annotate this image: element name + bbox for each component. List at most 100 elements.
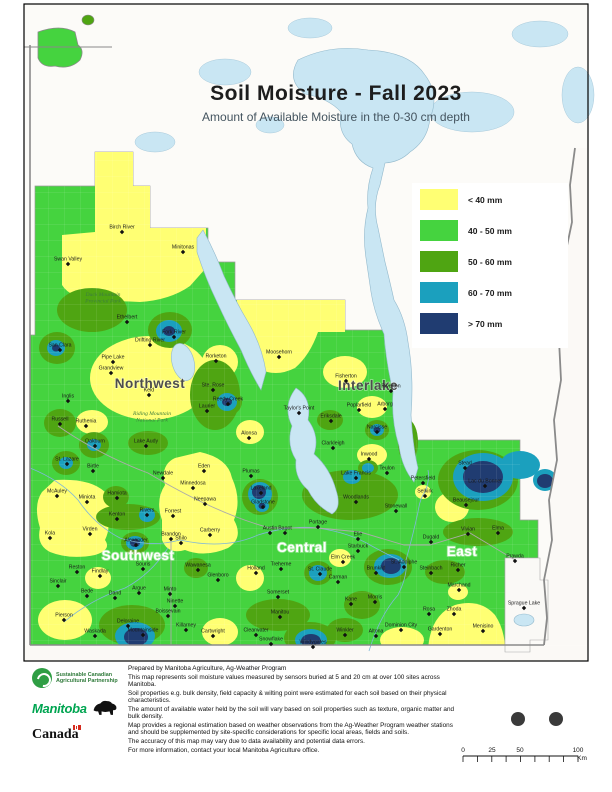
legend: < 40 mm 40 - 50 mm 50 - 60 mm 60 - 70 mm > 7… — [412, 183, 568, 348]
station: Brandon — [161, 532, 181, 542]
station: Fisherton — [335, 374, 357, 384]
station: Swan Valley — [54, 257, 83, 267]
scap-line2: Agricultural Partnership — [56, 678, 118, 684]
station: Clearwater — [243, 628, 269, 638]
station-label: Richer — [451, 563, 466, 569]
station-dot — [393, 508, 399, 514]
station-dot — [340, 559, 346, 565]
station: Inglis — [62, 394, 74, 404]
legend-item: 60 - 70 mm — [420, 282, 568, 303]
station-dot — [275, 594, 281, 600]
park-label: National Park — [135, 417, 168, 423]
station-dot — [315, 524, 321, 530]
station-dot — [90, 468, 96, 474]
station-dot — [480, 628, 486, 634]
station: Neepawa — [194, 497, 216, 507]
page-title: Soil Moisture - Fall 2023 — [210, 82, 462, 105]
station: Vivian — [461, 527, 475, 537]
station-label: Glenboro — [207, 573, 228, 579]
station-label: Forrest — [165, 509, 182, 515]
station-dot — [97, 573, 103, 579]
station: Holland — [247, 566, 265, 576]
station-label: Austin — [263, 526, 278, 532]
station-label: Bede — [81, 589, 93, 595]
legend-item: > 70 mm — [420, 313, 568, 334]
station: Kenton — [109, 512, 125, 522]
manitoba-logo: Manitoba — [32, 700, 128, 716]
station-label: McAuley — [47, 489, 67, 495]
station-label: Clarkleigh — [321, 441, 344, 447]
region-label-east: East — [447, 544, 478, 559]
station-dot — [168, 536, 174, 542]
station-dot — [384, 470, 390, 476]
station-dot — [342, 632, 348, 638]
station: Carman — [329, 575, 347, 585]
station: St. Lazare — [55, 457, 79, 467]
station-label: Brunkild — [367, 566, 386, 572]
station-dot — [277, 614, 283, 620]
dauphin-lake — [170, 343, 196, 381]
station: Dand — [109, 591, 121, 601]
station: Grandview — [99, 366, 124, 376]
station: Cartwright — [201, 629, 225, 639]
station-label: Windygates — [299, 640, 327, 646]
station: Mountainside — [128, 628, 159, 638]
station-dot — [165, 613, 171, 619]
station-label: Argue — [132, 586, 146, 592]
station-dot — [114, 495, 120, 501]
lake-winnipegosis — [196, 229, 267, 391]
station-label: Swan Valley — [54, 257, 83, 263]
station-label: Alexander — [124, 538, 148, 544]
station: Menisino — [473, 624, 493, 634]
station-dot — [512, 558, 518, 564]
station-label: Grandview — [99, 366, 124, 372]
station-dot — [170, 513, 176, 519]
station-dot — [195, 567, 201, 573]
station-dot — [87, 531, 93, 537]
station-label: Clearwater — [243, 628, 268, 634]
region-label-southwest: Southwest — [102, 548, 175, 563]
station-dot — [348, 601, 354, 607]
station-label: Waskada — [84, 629, 106, 635]
station: Minnedosa — [180, 481, 206, 491]
station-dot — [248, 473, 254, 479]
legend-label: 40 - 50 mm — [468, 225, 512, 236]
station: Petersfield — [411, 476, 435, 486]
station-dot — [355, 548, 361, 554]
legend-item: 40 - 50 mm — [420, 220, 568, 241]
station: Morris — [368, 595, 383, 605]
station-label: Mountainside — [128, 628, 159, 634]
station-dot — [207, 532, 213, 538]
bison-icon — [93, 700, 117, 715]
station: Hamiota — [107, 491, 127, 501]
station-label: St. Lazare — [55, 457, 79, 463]
station: Laurier — [199, 404, 215, 414]
region-label-central: Central — [277, 540, 327, 555]
station-label: Ste. Rose — [202, 383, 225, 389]
station-dot — [426, 611, 432, 617]
station-dot — [112, 595, 118, 601]
station-label: Elma — [492, 526, 504, 532]
station-dot — [74, 569, 80, 575]
scalebar-tick-label: 50 — [516, 747, 524, 754]
scalebar-tick-label: 25 — [488, 747, 496, 754]
scalebar-tick-label: 0 — [461, 747, 465, 754]
station-label: Teulon — [379, 466, 394, 472]
station: Birtle — [87, 464, 99, 474]
station: Elie — [354, 532, 362, 542]
station-label: Laurier — [199, 404, 215, 410]
station-label: Arborg — [377, 402, 393, 408]
station-label: Poplarfield — [347, 403, 372, 409]
scalebar-unit: Km — [577, 755, 587, 762]
legend-item: < 40 mm — [420, 189, 568, 210]
station: Stead — [458, 461, 472, 471]
station-dot — [57, 421, 63, 427]
station-label: Minnedosa — [180, 481, 205, 487]
station-dot — [260, 504, 266, 510]
station: Beausejour — [453, 498, 479, 508]
station-label: Narcisse — [367, 425, 387, 431]
station-dot — [136, 590, 142, 596]
station: Sprague Lake — [508, 601, 540, 611]
station: Minto — [164, 587, 176, 597]
